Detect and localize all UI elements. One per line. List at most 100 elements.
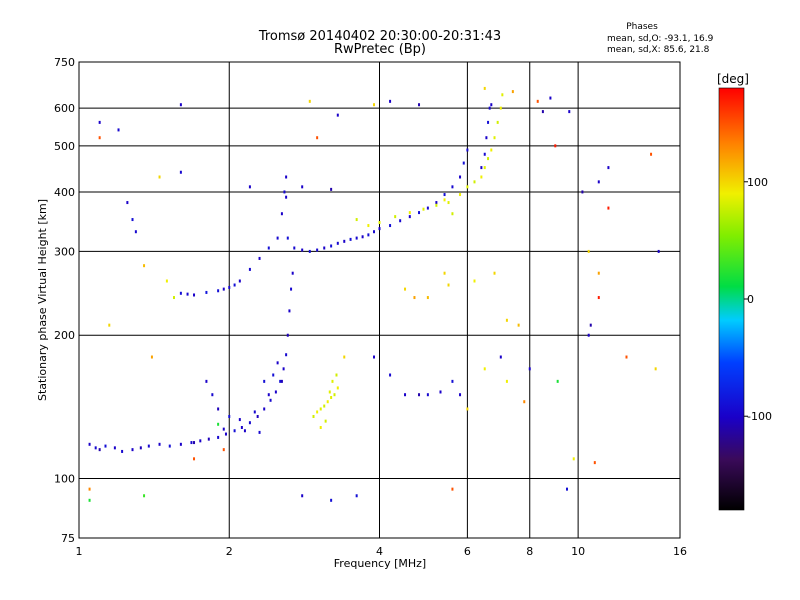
data-point: [501, 93, 504, 97]
data-point: [98, 136, 101, 140]
data-point: [367, 233, 370, 237]
data-point: [301, 185, 304, 189]
data-point: [272, 373, 275, 377]
data-point: [373, 230, 376, 234]
data-point: [88, 487, 91, 491]
data-point: [389, 373, 392, 377]
data-point: [394, 215, 397, 219]
data-point: [288, 309, 291, 313]
data-point: [597, 180, 600, 184]
colorbar-label: [deg]: [717, 72, 749, 86]
data-point: [113, 446, 116, 450]
data-point: [285, 353, 288, 357]
data-point: [98, 120, 101, 124]
data-point: [258, 256, 261, 260]
data-point: [121, 449, 124, 453]
data-point: [324, 419, 327, 423]
phases-mean-x: mean, sd,X: 85.6, 21.8: [607, 45, 710, 55]
data-point: [228, 414, 231, 418]
data-point: [279, 379, 282, 383]
data-point: [490, 103, 493, 107]
data-point: [487, 120, 490, 124]
x-tick-label: 1: [76, 545, 83, 558]
data-point: [439, 390, 442, 394]
data-point: [158, 442, 161, 446]
data-point: [654, 367, 657, 371]
data-point: [355, 236, 358, 240]
data-point: [222, 448, 225, 452]
data-point: [389, 224, 392, 228]
data-point: [493, 136, 496, 140]
data-point: [572, 457, 575, 461]
data-point: [330, 187, 333, 191]
data-point: [483, 166, 486, 170]
data-point: [258, 430, 261, 434]
data-point: [328, 390, 331, 394]
data-point: [523, 400, 526, 404]
y-tick-label: 600: [54, 102, 75, 115]
data-point: [349, 237, 352, 241]
data-point: [443, 193, 446, 197]
data-point: [485, 136, 488, 140]
data-point: [276, 361, 279, 365]
x-axis-label: Frequency [MHz]: [334, 557, 426, 570]
data-point: [150, 355, 153, 359]
data-point: [330, 395, 333, 399]
data-point: [480, 175, 483, 179]
data-point: [217, 289, 220, 293]
data-point: [447, 283, 450, 287]
colorbar-tick-label: 0: [747, 293, 754, 306]
data-point: [466, 185, 469, 189]
data-point: [193, 293, 196, 297]
data-point: [98, 448, 101, 452]
data-point: [267, 393, 270, 397]
data-point: [466, 407, 469, 411]
data-point: [104, 444, 107, 448]
data-point: [554, 144, 557, 148]
data-point: [172, 296, 175, 300]
data-point: [211, 393, 214, 397]
data-point: [587, 333, 590, 337]
data-point: [240, 425, 243, 429]
data-point: [451, 212, 454, 216]
data-point: [228, 285, 231, 289]
data-point: [274, 390, 277, 394]
data-point: [490, 148, 493, 152]
data-point: [222, 427, 225, 431]
data-point: [293, 246, 296, 250]
data-point: [319, 407, 322, 411]
data-point: [435, 203, 438, 207]
phases-mean-o: mean, sd,O: -93.1, 16.9: [607, 34, 714, 44]
data-point: [222, 287, 225, 291]
data-point: [88, 442, 91, 446]
data-point: [158, 175, 161, 179]
data-point: [568, 110, 571, 114]
data-point: [399, 219, 402, 223]
data-point: [597, 271, 600, 275]
data-point: [343, 239, 346, 243]
data-point: [355, 494, 358, 498]
data-point: [316, 248, 319, 252]
data-point: [217, 422, 220, 426]
plot-frame: [78, 61, 681, 539]
data-point: [179, 103, 182, 107]
data-point: [217, 435, 220, 439]
data-point: [483, 367, 486, 371]
data-point: [323, 404, 326, 408]
data-point: [408, 211, 411, 215]
data-point: [556, 379, 559, 383]
x-tick-label: 2: [226, 545, 233, 558]
data-point: [280, 379, 283, 383]
data-point: [408, 215, 411, 219]
data-point: [451, 487, 454, 491]
y-tick-label: 200: [54, 329, 75, 342]
data-point: [126, 201, 129, 205]
data-point: [131, 448, 134, 452]
data-point: [336, 386, 339, 390]
data-point: [139, 446, 142, 450]
data-point: [589, 323, 592, 327]
data-point: [597, 296, 600, 300]
data-point: [517, 323, 520, 327]
data-point: [443, 271, 446, 275]
data-point: [607, 206, 610, 210]
